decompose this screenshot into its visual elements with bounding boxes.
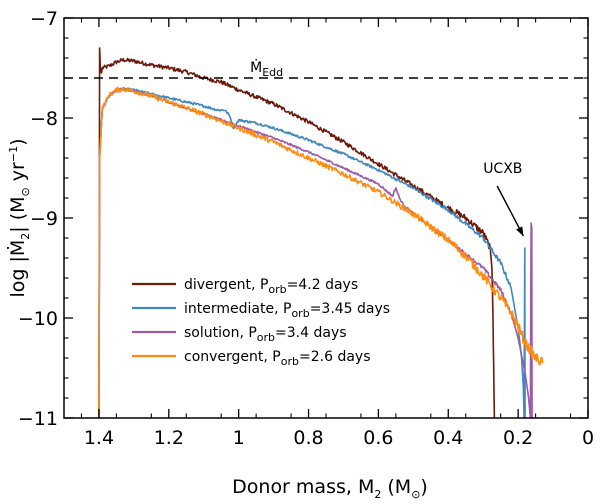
series-layer	[98, 47, 544, 419]
ucxb-arrow	[496, 185, 524, 237]
x-axis-title: Donor mass, M2 (M⊙)	[232, 476, 428, 501]
x-tick-label: 1.2	[154, 427, 184, 449]
eddington-label: ṀEdd	[250, 58, 283, 79]
x-tick-label: 1.4	[84, 427, 114, 449]
ucxb-label: UCXB	[483, 161, 522, 177]
legend: divergent, Porb=4.2 days intermediate, Po…	[132, 277, 390, 368]
tick-layer	[64, 17, 589, 419]
y-tick-label: −7	[30, 8, 58, 30]
x-tick-label: 0.8	[293, 427, 323, 449]
x-tick-label: 1	[233, 427, 245, 449]
y-tick-label: −11	[18, 408, 58, 430]
y-axis-title: log |Ṁ2| (M⊙ yr−1)	[6, 138, 32, 297]
reference-layer: ṀEdd UCXB	[64, 58, 588, 237]
legend-label-intermediate: intermediate, Porb=3.45 days	[184, 301, 390, 320]
legend-label-solution: solution, Porb=3.4 days	[184, 325, 347, 344]
x-tick-label: 0	[582, 427, 594, 449]
series-line-divergent	[98, 47, 496, 419]
series-line-convergent	[98, 86, 544, 419]
x-tick-label: 0.2	[503, 427, 533, 449]
legend-label-convergent: convergent, Porb=2.6 days	[184, 349, 371, 368]
series-line-intermediate	[98, 87, 526, 419]
ucxb-arrowhead	[516, 226, 524, 236]
legend-label-divergent: divergent, Porb=4.2 days	[184, 277, 358, 296]
y-tick-label: −9	[30, 208, 58, 230]
x-tick-label: 0.6	[363, 427, 393, 449]
y-tick-label: −8	[30, 108, 58, 130]
y-tick-label: −10	[18, 308, 58, 330]
label-layer: 1.4 1.2 1 0.8 0.6 0.4 0.2 0 −7 −8 −9 −10 −11 Donor ma…	[6, 8, 594, 501]
x-tick-label: 0.4	[433, 427, 463, 449]
